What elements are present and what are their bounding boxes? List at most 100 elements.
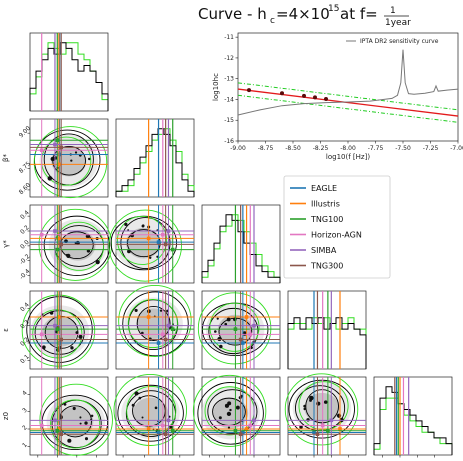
sample-point: [49, 176, 53, 180]
ref-marker-eagle: [57, 341, 62, 345]
y-axis-label: β*: [2, 154, 10, 162]
ref-marker-simba: [53, 229, 57, 233]
contour-green: [197, 292, 272, 365]
contour-black: [136, 305, 171, 341]
panel-frame: [115, 118, 195, 198]
sample-point: [227, 426, 231, 429]
inset-y-tick-label: -16: [224, 138, 234, 145]
ref-marker-tng300: [59, 432, 63, 436]
sample-point: [219, 344, 223, 349]
corner-plot: 8.608.759.00β*-0.4-0.20.00.20.4γ*0.10.20…: [2, 32, 453, 461]
ref-marker-tng300: [163, 242, 168, 247]
y-tick-label: 0.4: [19, 209, 31, 221]
sample-point: [235, 405, 240, 410]
contour-black: [288, 379, 355, 439]
ref-marker-illustris: [146, 236, 151, 241]
density-fill-inner: [304, 392, 340, 424]
histogram-panel-1: [115, 118, 195, 198]
contour-green: [50, 399, 101, 449]
contour-green: [108, 209, 182, 282]
contour-green: [117, 215, 168, 265]
sample-point: [214, 330, 217, 333]
contour-panel-2-1: [108, 204, 195, 284]
sample-point: [316, 401, 321, 406]
ref-marker-eagle: [241, 430, 245, 435]
data-point: [324, 97, 328, 102]
histogram-panel-3: [287, 290, 367, 370]
inset-y-tick-label: -14: [224, 96, 234, 103]
y-tick-label: 4: [21, 389, 29, 397]
inset-x-tick-label: -9.00: [230, 145, 246, 152]
sample-point: [303, 407, 306, 411]
title-suffix: at f=: [340, 5, 378, 23]
data-point: [313, 95, 317, 100]
sample-point: [134, 391, 139, 396]
sensitivity-curve: [237, 49, 459, 116]
contour-green: [39, 383, 113, 456]
hist-step-black: [201, 214, 281, 283]
ref-marker-simba: [252, 323, 256, 328]
contour-panel-3-1: [115, 284, 195, 370]
sample-point: [70, 159, 73, 162]
sample-point: [78, 334, 83, 339]
density-fill-inner: [125, 227, 162, 259]
inset-x-tick-label: -8.75: [258, 145, 274, 152]
density-fill-outer: [39, 134, 99, 188]
ref-marker-tng300: [59, 242, 63, 247]
contour-black: [197, 382, 264, 445]
sample-point: [124, 222, 128, 227]
sample-point: [138, 396, 142, 400]
inset-plot: -9.00 -8.75 -8.50 -8.25 -8.00 -7.75 -7.50 -7.25…: [212, 32, 463, 161]
ref-marker-tng300: [238, 432, 243, 436]
sample-point: [72, 406, 76, 411]
lower-bound-line: [237, 94, 459, 123]
y-tick-label: 0.3: [19, 319, 31, 331]
y-tick-label: 3: [21, 407, 29, 415]
panel-frame: [115, 376, 195, 456]
ref-marker-eagle: [156, 240, 161, 244]
contour-green: [192, 374, 267, 447]
sample-point: [49, 311, 54, 315]
contour-green: [284, 373, 359, 446]
inset-x-tick-label: -8.00: [340, 145, 356, 152]
inset-x-tick-label: -7.75: [368, 145, 384, 152]
y-tick-label: 0.4: [19, 301, 31, 313]
sample-point: [134, 308, 138, 313]
ref-marker-horizon-agn: [161, 232, 165, 237]
inset-y-axis-label: log10hc: [212, 73, 220, 101]
y-axis-label: ε: [2, 328, 10, 332]
curve-line-red: [237, 88, 459, 117]
title-middle-sup: 15: [328, 4, 339, 14]
ref-marker-simba: [166, 229, 171, 233]
ref-marker-tng100: [170, 327, 175, 331]
y-tick-label: 0.0: [19, 239, 31, 251]
sample-point: [233, 317, 237, 322]
sample-point: [224, 322, 228, 326]
y-tick-label: 0.2: [19, 224, 31, 236]
contour-panel-1-0: 8.608.759.00β*: [2, 118, 109, 199]
title-prefix-sub: c: [270, 16, 275, 26]
ref-marker-horizon-agn: [320, 423, 325, 428]
sample-point: [75, 331, 79, 335]
sample-point: [67, 438, 72, 443]
ref-marker-eagle: [156, 430, 161, 435]
panel-frame: [29, 118, 109, 198]
ref-marker-tng300: [238, 337, 243, 342]
ref-marker-tng100: [233, 428, 238, 433]
inset-y-tick-label: -12: [224, 55, 234, 62]
data-point: [280, 91, 284, 96]
panel-frame: [287, 290, 367, 370]
ref-marker-illustris: [244, 427, 249, 431]
ref-marker-illustris: [57, 162, 61, 167]
ref-marker-tng100: [55, 327, 60, 331]
sample-point: [74, 151, 78, 154]
contour-green: [209, 302, 260, 352]
contour-black: [120, 217, 171, 269]
ref-marker-horizon-agn: [39, 423, 44, 428]
density-fill-inner: [58, 406, 94, 438]
ref-marker-horizon-agn: [39, 332, 44, 337]
contour-green: [127, 298, 178, 349]
hist-step-green: [287, 317, 367, 369]
